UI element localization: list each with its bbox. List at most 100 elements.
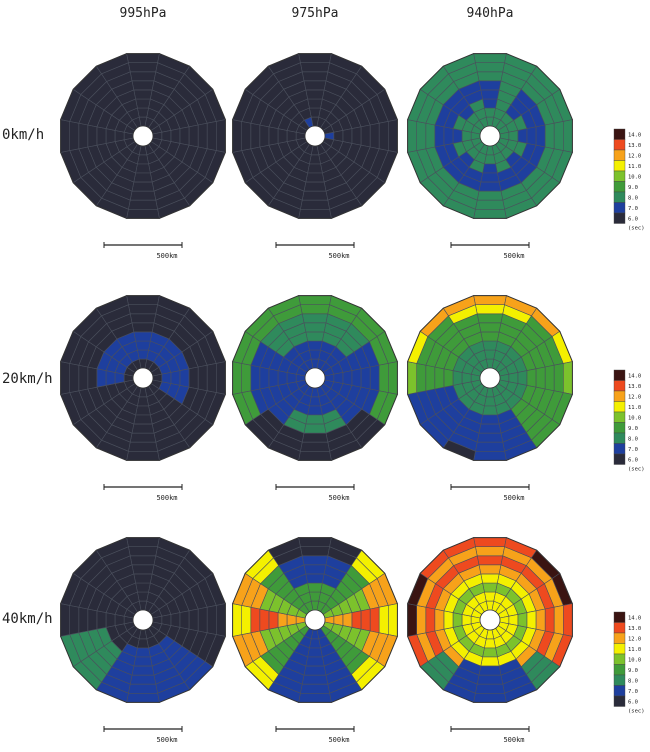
grid-cell <box>60 603 70 637</box>
grid-cell <box>476 674 504 685</box>
grid-cell <box>425 364 436 392</box>
grid-cell <box>473 450 507 461</box>
grid-cell <box>188 366 199 390</box>
scale-bar-label: 500km <box>328 494 349 502</box>
panel-outline <box>232 53 398 219</box>
grid-cell <box>473 537 507 548</box>
legend-label: 10.0 <box>628 175 641 181</box>
center-hole <box>479 609 501 631</box>
grid-cell <box>179 610 190 630</box>
legend-unit: (sec) <box>628 226 645 232</box>
grid-cell <box>517 370 528 386</box>
grid-cell <box>475 546 505 557</box>
row-label-20kmh: 20km/h <box>2 371 53 387</box>
grid-cell <box>179 126 190 146</box>
scale-bar-label: 500km <box>156 494 177 502</box>
legend-swatch-6.0 <box>613 212 626 224</box>
legend-swatch-6.0 <box>613 695 626 707</box>
grid-cell <box>526 368 537 388</box>
grid-cell <box>268 368 279 388</box>
legend-swatch-12.0 <box>613 390 626 402</box>
legend-swatch-12.0 <box>613 149 626 161</box>
grid-cell <box>78 122 89 150</box>
center-hole <box>132 609 154 631</box>
grid-cell <box>128 683 158 694</box>
grid-cell <box>307 647 323 658</box>
grid-cell <box>277 128 288 144</box>
legend-unit: (sec) <box>628 709 645 715</box>
panel-outline <box>60 537 226 703</box>
grid-cell <box>232 603 242 637</box>
grid-cell <box>443 126 454 146</box>
grid-cell <box>476 432 504 443</box>
grid-cell <box>475 683 505 694</box>
grid-cell <box>126 692 160 703</box>
center-hole <box>479 125 501 147</box>
grid-cell <box>305 414 325 425</box>
legend-label: 10.0 <box>628 416 641 422</box>
grid-cell <box>300 546 330 557</box>
grid-cell <box>78 606 89 634</box>
grid-cell <box>188 124 199 148</box>
legend-label: 12.0 <box>628 154 641 160</box>
legend-swatch-14.0 <box>613 611 626 623</box>
grid-cell <box>351 126 362 146</box>
grid-cell <box>126 295 160 306</box>
grid-cell <box>475 62 505 73</box>
grid-cell <box>480 414 500 425</box>
grid-cell <box>307 163 323 174</box>
grid-cell <box>128 441 158 452</box>
grid-cell <box>307 582 323 593</box>
grid-cell <box>416 605 427 635</box>
grid-cell <box>60 361 70 395</box>
grid-cell <box>135 405 151 416</box>
grid-cell <box>303 423 327 434</box>
grid-cell <box>250 606 261 634</box>
legend-swatch-7.0 <box>613 443 626 455</box>
grid-cell <box>387 119 398 153</box>
polar-panel-995hPa-20km/h <box>60 295 226 461</box>
grid-cell <box>131 80 155 91</box>
grid-cell <box>131 322 155 333</box>
grid-cell <box>476 71 504 82</box>
column-label-940hpa: 940hPa <box>466 6 514 21</box>
legend-swatch-13.0 <box>613 622 626 634</box>
grid-cell <box>526 126 537 146</box>
legend-label: 14.0 <box>628 374 641 380</box>
grid-cell <box>378 121 389 151</box>
grid-cell <box>562 603 573 637</box>
grid-cell <box>170 612 181 628</box>
grid-cell <box>250 364 261 392</box>
center-hole <box>479 367 501 389</box>
legend-swatch-11.0 <box>613 643 626 655</box>
grid-cell <box>105 128 116 144</box>
legend-label: 14.0 <box>628 133 641 139</box>
scale-bar-label: 500km <box>503 494 524 502</box>
grid-cell <box>517 612 528 628</box>
grid-cell <box>342 128 353 144</box>
grid-cell <box>478 181 502 192</box>
grid-cell <box>443 610 454 630</box>
grid-cell <box>475 304 505 315</box>
grid-cell <box>480 331 500 342</box>
center-hole <box>132 367 154 389</box>
grid-cell <box>544 606 555 634</box>
grid-cell <box>241 121 252 151</box>
grid-cell <box>298 209 332 219</box>
grid-cell <box>452 370 463 386</box>
grid-cell <box>133 573 153 584</box>
scale-bar-label: 500km <box>328 736 349 744</box>
grid-cell <box>129 432 157 443</box>
grid-cell <box>425 122 436 150</box>
legend-swatch-13.0 <box>613 139 626 151</box>
polar-panel-940hPa-20km/h <box>407 295 573 461</box>
grid-cell <box>482 582 498 593</box>
grid-cell <box>277 612 288 628</box>
column-label-995hpa: 995hPa <box>119 6 167 21</box>
grid-cell <box>351 368 362 388</box>
grid-cell <box>300 304 330 315</box>
grid-cell <box>69 605 80 635</box>
grid-cell <box>268 610 279 630</box>
grid-cell <box>535 124 546 148</box>
grid-cell <box>87 124 98 148</box>
